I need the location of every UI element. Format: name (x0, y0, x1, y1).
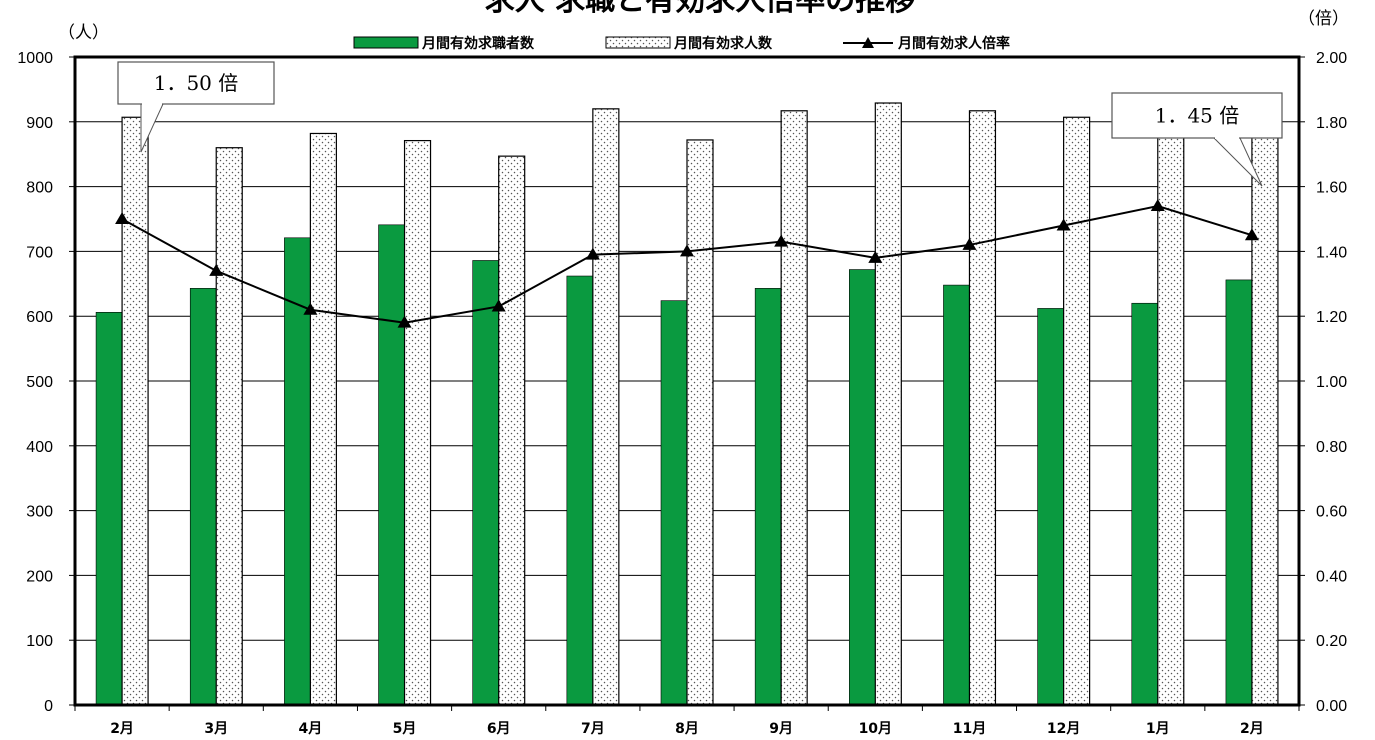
right-tick-label: 1.20 (1316, 309, 1347, 326)
right-tick-label: 1.60 (1316, 180, 1347, 197)
left-tick-label: 600 (26, 309, 53, 326)
ratio-marker (868, 250, 883, 263)
callout-box (117, 61, 275, 105)
ratio-marker (397, 315, 412, 328)
bar-job-openings (215, 147, 243, 706)
callout-label: 1．45 倍 (1155, 104, 1240, 128)
ratio-marker (209, 263, 224, 276)
bar-job-seekers (566, 275, 594, 706)
x-tick-label: 11月 (953, 721, 986, 737)
bar-job-seekers (849, 269, 876, 706)
bar-job-openings (968, 110, 997, 706)
callout-pointer (140, 103, 164, 153)
callout-box (1111, 92, 1283, 139)
right-tick-label: 1.40 (1316, 244, 1347, 261)
bar-job-openings (403, 139, 432, 706)
ratio-marker (585, 247, 600, 260)
right-tick-label: 2.00 (1316, 50, 1347, 67)
bar-job-seekers (1225, 279, 1253, 706)
bar-job-seekers (284, 237, 311, 706)
x-tick-label: 2月 (110, 721, 134, 737)
ratio-marker (962, 237, 977, 250)
legend-marker-ratio (862, 37, 874, 48)
right-tick-label: 1.80 (1316, 115, 1347, 132)
bar-job-openings (780, 110, 808, 706)
left-tick-label: 400 (26, 439, 53, 456)
right-tick-label: 1.00 (1316, 374, 1347, 391)
x-tick-label: 4月 (299, 721, 323, 737)
left-tick-label: 200 (26, 568, 53, 585)
ratio-marker (115, 212, 130, 224)
bar-job-openings (1251, 134, 1279, 706)
bar-job-seekers (943, 284, 970, 706)
legend-label-seekers: 月間有効求職者数 (421, 35, 535, 52)
right-tick-label: 0.00 (1316, 698, 1347, 715)
right-tick-label: 0.40 (1316, 568, 1347, 585)
legend: 月間有効求職者数 月間有効求人数 月間有効求人倍率 (353, 35, 1010, 52)
right-tick-label: 0.60 (1316, 504, 1347, 521)
x-tick-label: 1月 (1146, 721, 1170, 737)
bar-job-openings (1063, 116, 1091, 706)
x-tick-label: 12月 (1047, 721, 1080, 737)
x-tick-label: 6月 (487, 721, 511, 737)
ratio-marker (491, 299, 506, 312)
x-tick-label: 10月 (859, 721, 892, 737)
bar-job-openings (121, 116, 149, 706)
x-tick-label: 9月 (769, 721, 793, 737)
ratio-marker (1150, 199, 1165, 212)
right-axis-unit: （倍） (1298, 9, 1349, 29)
ratio-marker (303, 302, 318, 315)
ratio-marker (1056, 218, 1071, 231)
bar-job-openings (686, 139, 714, 706)
legend-label-openings: 月間有効求人数 (673, 35, 773, 52)
ratio-marker (680, 244, 694, 257)
bar-job-seekers (660, 300, 688, 706)
chart-title: 求人 求職と有効求人倍率の推移 (485, 0, 915, 18)
x-tick-label: 3月 (204, 721, 228, 737)
bar-job-openings (498, 155, 526, 706)
bar-job-openings (874, 102, 902, 706)
callout-label: 1．50 倍 (154, 71, 239, 95)
x-tick-label: 8月 (675, 721, 699, 737)
x-tick-label: 7月 (581, 721, 605, 737)
ratio-marker (774, 234, 789, 247)
right-tick-label: 0.20 (1316, 633, 1347, 650)
bar-job-seekers (189, 288, 217, 706)
legend-swatch-openings (605, 36, 671, 49)
bar-job-seekers (754, 288, 782, 706)
bar-job-seekers (378, 224, 405, 706)
legend-swatch-seekers (353, 36, 419, 49)
left-tick-label: 1000 (17, 50, 53, 67)
left-axis-unit: （人） (58, 23, 109, 43)
right-tick-label: 0.80 (1316, 439, 1347, 456)
left-tick-label: 100 (26, 633, 53, 650)
legend-label-ratio: 月間有効求人倍率 (897, 35, 1010, 52)
bar-job-seekers (95, 312, 123, 706)
left-tick-label: 300 (26, 504, 53, 521)
left-tick-label: 0 (44, 698, 53, 715)
bar-job-seekers (1131, 302, 1159, 706)
bar-job-openings (592, 108, 620, 706)
bar-job-seekers (472, 260, 499, 706)
x-tick-label: 2月 (1240, 721, 1264, 737)
x-tick-label: 5月 (393, 721, 417, 737)
bar-job-seekers (1037, 308, 1064, 706)
left-tick-label: 800 (26, 180, 53, 197)
left-tick-label: 900 (26, 115, 53, 132)
left-tick-label: 500 (26, 374, 53, 391)
left-tick-label: 700 (26, 244, 53, 261)
bar-job-openings (309, 132, 337, 706)
bar-job-openings (1157, 122, 1185, 706)
ratio-marker (1244, 228, 1259, 241)
